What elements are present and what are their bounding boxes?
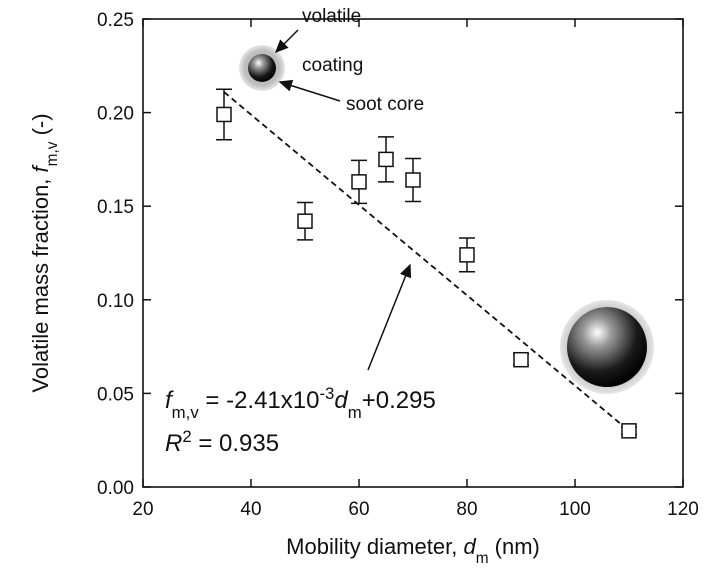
arrow [278, 79, 341, 102]
y-tick-label: 0.20 [97, 104, 134, 125]
x-tick-label: 20 [132, 499, 153, 520]
data-point [459, 247, 475, 263]
data-point [378, 151, 394, 168]
data-point [216, 106, 232, 123]
core-sphere [567, 307, 647, 387]
text-part: -3 [319, 384, 334, 403]
text-part: 2 [182, 427, 191, 446]
y-tick-label: 0.15 [97, 197, 134, 218]
data-point [351, 174, 367, 190]
text-part: f [165, 387, 174, 414]
text-part: Volatile mass fraction, [28, 172, 53, 392]
text-part: = 0.935 [192, 430, 279, 457]
annotation: volatile [302, 6, 361, 27]
arrow [367, 263, 412, 371]
text-part: (nm) [489, 534, 540, 559]
data-point [513, 351, 529, 368]
fit-line [223, 91, 630, 432]
y-tick-label: 0.05 [97, 384, 134, 405]
text-part: R [165, 430, 182, 457]
text-part: +0.295 [362, 387, 436, 414]
core-sphere [248, 54, 276, 82]
x-tick-label: 100 [559, 499, 591, 520]
x-tick-label: 80 [456, 499, 477, 520]
x-tick-label: 40 [240, 499, 261, 520]
text-part: m [348, 403, 362, 422]
x-axis-label: Mobility diameter, dm (nm) [286, 534, 540, 567]
text-part: d [463, 534, 476, 559]
text-part: m,v [172, 403, 200, 422]
data-point [621, 423, 637, 439]
x-tick-label: 60 [348, 499, 369, 520]
text-part: m,v [44, 141, 61, 166]
annotation: soot core [346, 94, 424, 115]
text-part: (-) [28, 113, 53, 141]
text-part: d [334, 387, 348, 414]
y-tick-label: 0.10 [97, 291, 134, 312]
annotation: coating [302, 55, 363, 76]
text-part: Mobility diameter, [286, 534, 463, 559]
data-point [297, 213, 313, 229]
r-squared: R2 = 0.935 [165, 427, 279, 458]
y-tick-label: 0.00 [97, 478, 134, 499]
text-part: m [476, 550, 489, 567]
data-point [405, 172, 421, 188]
fit-equation: fm,v = -2.41x10-3dm+0.295 [165, 384, 436, 422]
y-axis-label: Volatile mass fraction, fm,v (-) [28, 113, 61, 392]
arrow [274, 29, 299, 54]
text-part: = -2.41x10 [199, 387, 320, 414]
y-tick-label: 0.25 [97, 10, 134, 31]
text-part: f [28, 163, 53, 172]
plot-frame [142, 18, 684, 488]
x-tick-label: 120 [667, 499, 699, 520]
